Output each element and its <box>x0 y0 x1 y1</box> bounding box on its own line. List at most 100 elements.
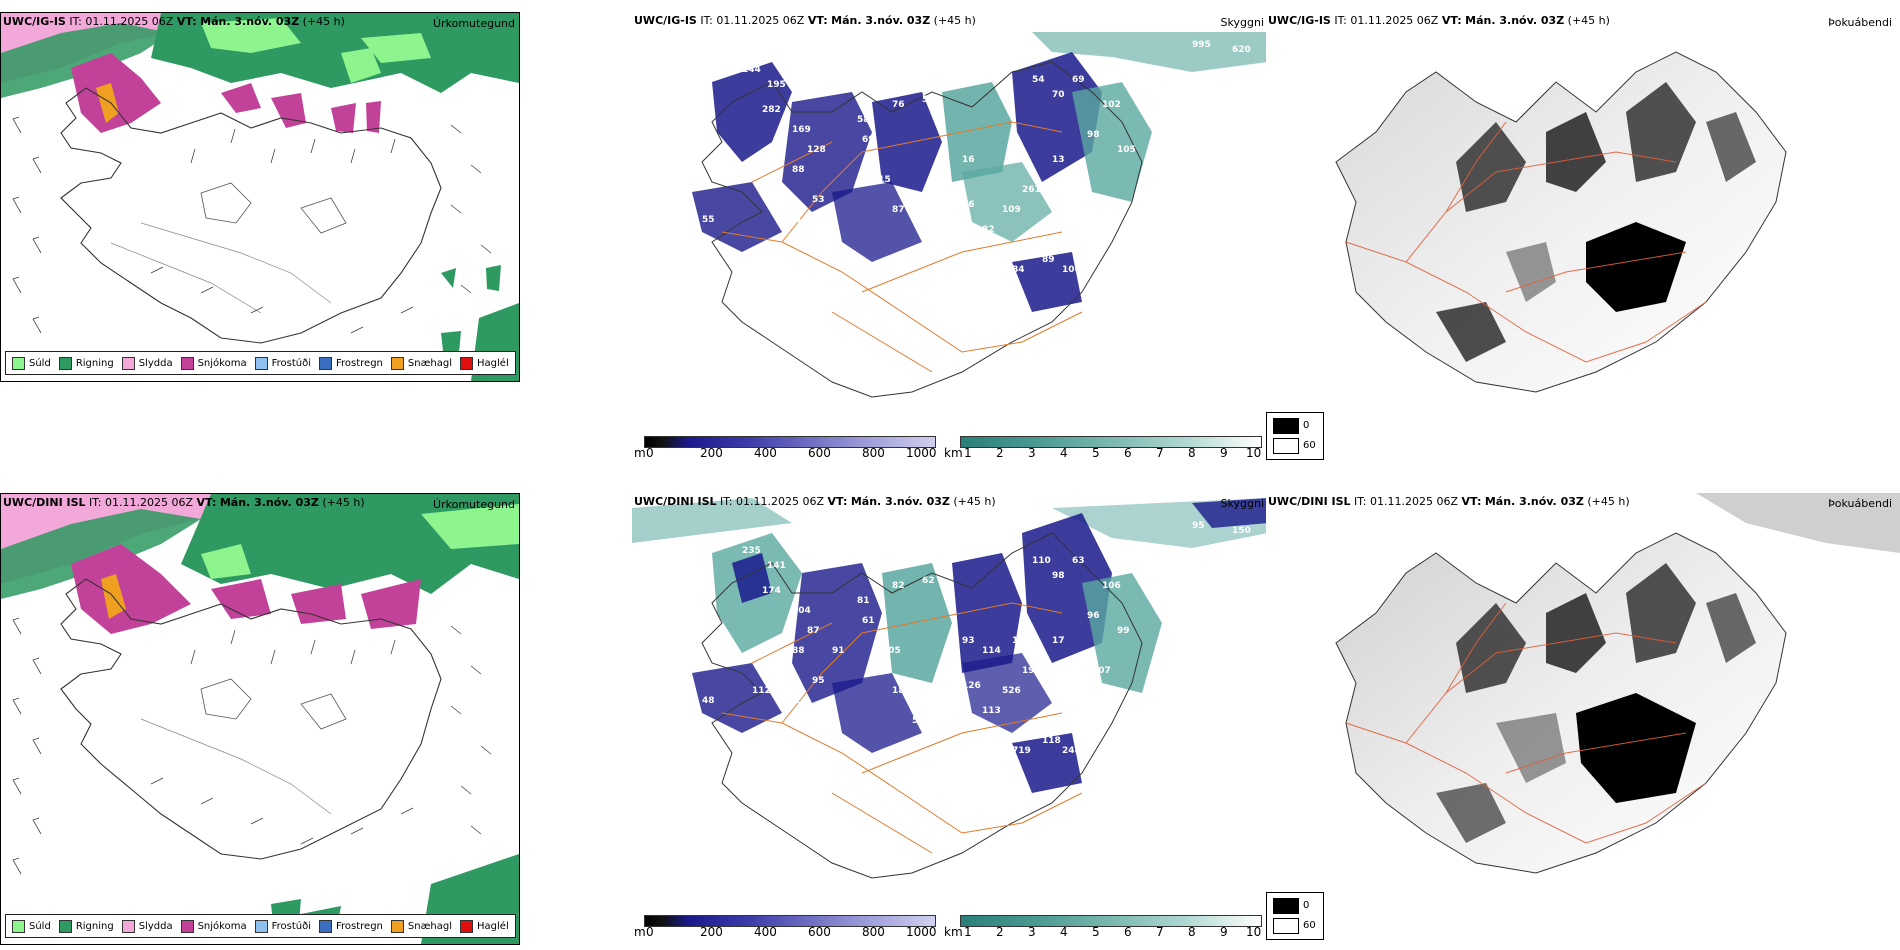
cloud-ceiling-value: 105 <box>882 646 901 656</box>
legend-swatch <box>319 919 332 933</box>
it-value: 01.11.2025 06Z <box>716 14 805 27</box>
cloud-ceiling-value: 76 <box>932 315 945 325</box>
cloud-ceiling-value: 98 <box>1052 571 1065 581</box>
lead-time: (+45 h) <box>933 14 976 27</box>
legend-item: Rigning <box>58 356 114 370</box>
legend-label: Snjókoma <box>197 920 247 932</box>
precip-map-row2 <box>1 494 519 944</box>
cloud-ceiling-value: 212 <box>782 696 801 706</box>
legend-item: Frostregn <box>319 356 383 370</box>
shadow-panel-row1: UWC/IG-IS IT: 01.11.2025 06Z VT: Mán. 3.… <box>1266 12 1900 432</box>
lead-time: (+45 h) <box>322 496 365 509</box>
visibility-tick: 3 <box>1028 925 1036 939</box>
shadow-swatch-dark <box>1273 418 1299 434</box>
visibility-tick: 9 <box>1220 446 1228 460</box>
visibility-colorbar-row2: km 1 2 3 4 5 6 7 8 9 10 <box>944 915 1264 939</box>
it-value: 01.11.2025 06Z <box>1350 14 1439 27</box>
cloud-ceiling-value: 114 <box>982 646 1001 656</box>
shadow-legend-row1: 0 60 <box>1266 412 1324 460</box>
vt-label: VT: <box>1461 495 1482 508</box>
shadow-legend-bottom: 60 <box>1303 920 1316 931</box>
shadow-legend-bottom: 60 <box>1303 440 1316 451</box>
cloud-ceiling-value: 63 <box>1072 556 1085 566</box>
ceiling-colorbar-row1: m 0 200 400 600 800 1000 <box>634 436 937 460</box>
legend-swatch <box>58 919 72 933</box>
ceiling-tick: 800 <box>862 925 885 939</box>
legend-label: Frostregn <box>336 920 383 932</box>
vt-value: Mán. 3.nóv. 03Z <box>831 14 931 27</box>
cloud-ceiling-value: 128 <box>807 145 826 155</box>
cloud-ceiling-value: 99 <box>1117 626 1130 636</box>
vt-value: Mán. 3.nóv. 03Z <box>1484 495 1584 508</box>
shadow-legend-top: 0 <box>1303 900 1310 911</box>
visibility-tick: 10 <box>1246 446 1262 460</box>
panel-header: UWC/DINI ISL IT: 01.11.2025 06Z VT: Mán.… <box>1268 495 1630 508</box>
it-label: IT: <box>720 495 733 508</box>
cloud-ceiling-value: 144 <box>742 65 761 75</box>
shadow-swatch-light <box>1273 918 1299 934</box>
precip-title: Úrkomutegund <box>433 498 515 511</box>
cloud-ceiling-value: 95 <box>1192 521 1205 531</box>
ceiling-tick: 0 <box>646 446 654 460</box>
legend-label: Frostúði <box>271 920 311 932</box>
cloud-ceiling-value: 85 <box>932 796 945 806</box>
it-value: 01.11.2025 06Z <box>85 15 174 28</box>
legend-swatch <box>254 919 268 933</box>
visibility-colorbar-row1: km 1 2 3 4 5 6 7 8 9 10 <box>944 436 1264 460</box>
visibility-tick: 5 <box>1092 925 1100 939</box>
cloud-ceiling-value: 88 <box>792 646 805 656</box>
cloud-ceiling-value: 261 <box>1022 185 1041 195</box>
visibility-gradient <box>960 436 1262 448</box>
legend-swatch <box>180 919 194 933</box>
legend-item: Snæhagl <box>390 919 452 933</box>
legend-label: Súld <box>29 357 51 369</box>
model-name: UWC/DINI ISL <box>634 495 717 508</box>
lead-time: (+45 h) <box>1567 14 1610 27</box>
cloud-ceiling-value: 104 <box>792 606 811 616</box>
cloud-ceiling-value: 106 <box>782 215 801 225</box>
cloud-ceiling-value: 105 <box>1117 145 1136 155</box>
it-value: 01.11.2025 06Z <box>736 495 825 508</box>
cloud-ceiling-value: 95 <box>812 676 825 686</box>
cloud-ceiling-value: 58 <box>857 115 870 125</box>
cloud-ceiling-value: 68 <box>872 656 885 666</box>
cloud-ceiling-value: 70 <box>1052 90 1065 100</box>
cloud-panel-row1: 144 195 282 169 128 88 58 69 76 52 54 70 69 88 102 98 10… <box>632 12 1268 452</box>
ceiling-tick: 200 <box>700 925 723 939</box>
cloud-ceiling-value: 115 <box>872 175 891 185</box>
it-value: 01.11.2025 06Z <box>105 496 194 509</box>
cloud-ceiling-value: 113 <box>982 706 1001 716</box>
legend-swatch <box>12 919 25 933</box>
ceiling-gradient <box>644 436 936 448</box>
visibility-tick: 9 <box>1220 925 1228 939</box>
legend-item: Frostregn <box>319 919 383 933</box>
legend-swatch <box>460 356 474 370</box>
legend-swatch <box>180 356 194 370</box>
cloud-ceiling-value: 102 <box>1102 100 1121 110</box>
cloud-ceiling-value: 88 <box>792 165 805 175</box>
visibility-tick: 10 <box>1246 925 1262 939</box>
panel-header: UWC/IG-IS IT: 01.11.2025 06Z VT: Mán. 3.… <box>1268 14 1610 27</box>
legend-item: Rigning <box>58 919 114 933</box>
cloud-ceiling-value: 110 <box>1032 556 1051 566</box>
cloud-ceiling-value: 620 <box>1232 45 1251 55</box>
legend-swatch <box>58 356 72 370</box>
legend-item: Haglél <box>460 919 509 933</box>
cloud-ceiling-value: 195 <box>767 80 786 90</box>
ceiling-tick: 800 <box>862 446 885 460</box>
ceiling-tick: 600 <box>808 446 831 460</box>
cloud-ceiling-value: 719 <box>1012 746 1031 756</box>
cloud-ceiling-value: 88 <box>1102 65 1115 75</box>
ceiling-unit: m <box>634 446 646 460</box>
ceiling-tick: 1000 <box>906 925 937 939</box>
shadow-map-row2 <box>1266 493 1900 893</box>
cloud-ceiling-value: 16 <box>962 155 975 165</box>
cloud-ceiling-value: 109 <box>1002 205 1021 215</box>
lead-time: (+45 h) <box>302 15 345 28</box>
cloud-ceiling-value: 69 <box>1072 75 1085 85</box>
it-value: 01.11.2025 06Z <box>1370 495 1459 508</box>
cloud-ceiling-value: 109 <box>932 686 951 696</box>
